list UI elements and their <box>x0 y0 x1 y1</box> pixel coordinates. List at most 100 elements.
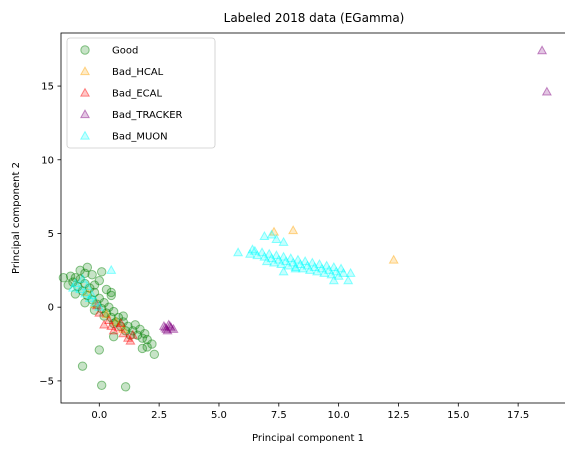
x-axis-title: Principal component 1 <box>252 433 364 444</box>
y-axis-title: Principal component 2 <box>11 162 22 274</box>
point-bad-muon <box>89 297 100 307</box>
point-good <box>142 334 152 345</box>
point-bad-hcal <box>118 323 129 333</box>
point-good <box>104 302 114 312</box>
point-bad-ecal <box>99 319 110 329</box>
point-bad-muon <box>300 256 311 266</box>
point-bad-muon <box>266 229 277 239</box>
y-tick-label: 0 <box>48 303 54 314</box>
point-bad-muon <box>283 260 294 270</box>
point-good <box>106 312 116 323</box>
point-good <box>85 283 95 293</box>
point-bad-muon <box>278 251 289 261</box>
point-bad-muon <box>252 250 263 260</box>
x-axis: 0.0 2.5 5.0 7.5 10.0 12.5 15.0 17.5 <box>91 403 529 421</box>
point-good <box>89 305 100 315</box>
point-bad-ecal <box>113 322 124 332</box>
point-bad-muon <box>259 251 270 261</box>
point-bad-ecal <box>106 320 117 330</box>
x-tick-label: 12.5 <box>387 410 409 421</box>
point-bad-ecal <box>108 325 119 335</box>
point-good <box>108 318 119 329</box>
x-tick-label: 2.5 <box>151 410 167 421</box>
point-good <box>101 284 112 295</box>
point-bad-muon <box>257 247 268 257</box>
point-bad-muon <box>292 254 303 264</box>
point-good <box>137 333 148 343</box>
point-bad-tracker <box>166 322 177 332</box>
point-bad-muon <box>285 253 296 263</box>
point-bad-muon <box>345 267 356 277</box>
point-good <box>70 273 81 283</box>
point-bad-muon <box>87 289 98 299</box>
point-bad-muon <box>271 233 282 243</box>
point-bad-muon <box>319 267 330 277</box>
point-bad-tracker <box>164 320 175 330</box>
point-good <box>92 299 102 309</box>
point-good <box>94 345 104 355</box>
point-bad-muon <box>280 256 292 266</box>
x-tick-label: 5.0 <box>211 410 227 421</box>
point-bad-muon <box>297 263 308 273</box>
point-good <box>80 278 90 289</box>
point-good <box>149 349 160 360</box>
point-good <box>75 274 85 284</box>
point-bad-muon <box>271 250 282 260</box>
point-bad-hcal <box>89 298 100 308</box>
point-good <box>70 289 81 299</box>
point-bad-muon <box>82 281 93 291</box>
point-bad-tracker <box>163 319 174 329</box>
point-bad-muon <box>77 273 88 283</box>
point-bad-muon <box>290 263 301 273</box>
point-bad-muon <box>79 288 90 298</box>
point-good <box>137 343 148 354</box>
point-good <box>73 281 83 292</box>
point-bad-ecal <box>115 317 126 327</box>
point-bad-muon <box>321 260 332 270</box>
point-bad-hcal <box>82 287 93 297</box>
point-bad-hcal <box>111 316 122 326</box>
legend-label: Good <box>112 46 138 57</box>
point-good <box>140 329 150 339</box>
point-good <box>116 321 126 332</box>
legend-marker <box>79 109 91 119</box>
legend-label: Bad_MUON <box>112 132 168 143</box>
point-bad-muon <box>278 266 289 276</box>
point-good <box>87 270 97 280</box>
x-tick-label: 0.0 <box>91 410 107 421</box>
legend: Good Bad_HCAL Bad_ECAL Bad_TRACKER Bad_MUON <box>66 37 216 149</box>
point-bad-ecal <box>91 300 102 310</box>
point-bad-tracker <box>160 322 171 332</box>
point-bad-muon <box>290 261 301 271</box>
point-good <box>58 273 69 283</box>
point-bad-muon <box>326 269 337 279</box>
point-bad-muon <box>233 247 244 257</box>
point-good <box>80 268 90 278</box>
point-bad-muon <box>328 261 339 271</box>
y-tick-label: −5 <box>39 376 54 387</box>
legend-marker <box>79 87 91 97</box>
point-bad-muon <box>259 231 270 241</box>
point-good <box>96 303 107 314</box>
point-good <box>130 320 140 330</box>
point-bad-muon <box>264 248 275 258</box>
point-good <box>147 339 157 349</box>
point-bad-ecal <box>118 328 129 338</box>
point-good <box>142 342 152 352</box>
point-good <box>89 280 100 290</box>
point-bad-muon <box>276 259 287 269</box>
point-good <box>99 298 109 308</box>
point-good <box>111 317 121 327</box>
point-bad-muon <box>278 236 289 246</box>
point-bad-hcal <box>288 225 299 235</box>
point-good <box>94 293 104 304</box>
point-good <box>106 287 116 298</box>
point-bad-tracker <box>162 325 173 335</box>
point-bad-muon <box>304 264 315 274</box>
point-bad-muon <box>106 264 117 274</box>
point-bad-muon <box>94 301 105 311</box>
point-bad-muon <box>309 261 320 271</box>
point-good <box>113 312 124 323</box>
point-bad-ecal <box>103 315 114 325</box>
